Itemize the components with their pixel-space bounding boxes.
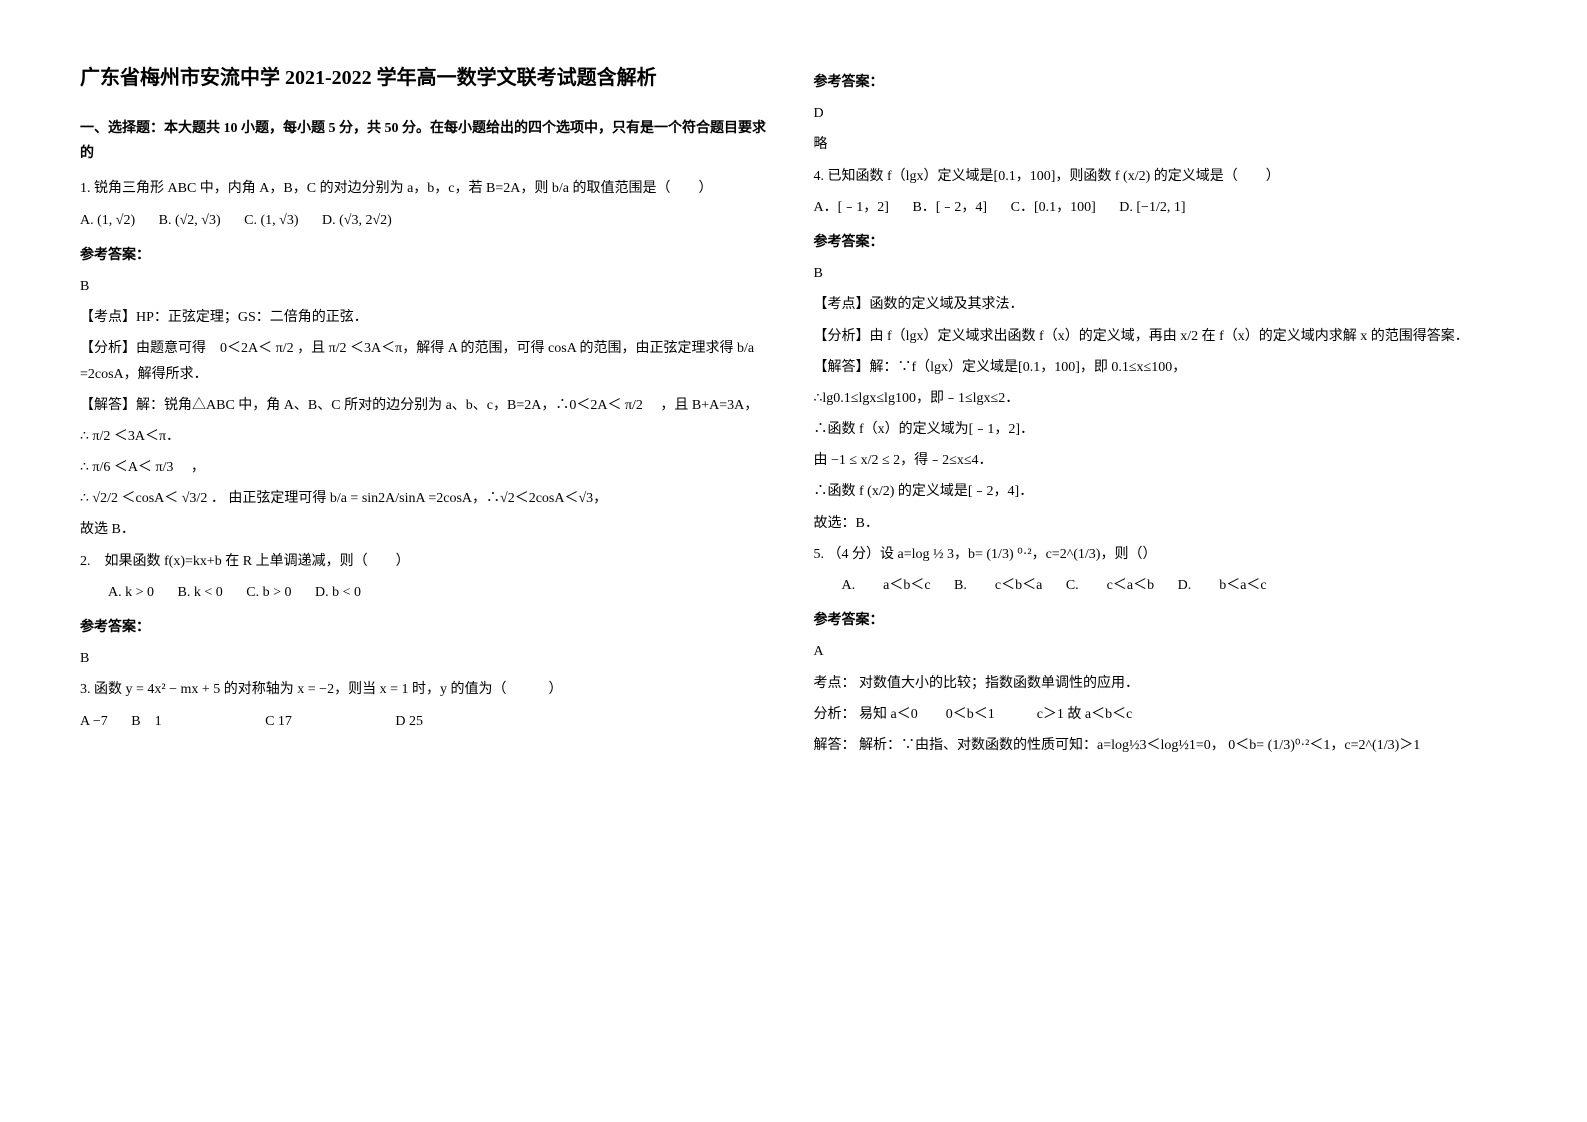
exam-title: 广东省梅州市安流中学 2021-2022 学年高一数学文联考试题含解析 bbox=[80, 60, 774, 96]
q1-opt-a: A. (1, √2) bbox=[80, 213, 135, 228]
q4-fx: 【分析】由 f（lgx）定义域求出函数 f（x）的定义域，再由 x/2 在 f（… bbox=[814, 324, 1508, 349]
q1-opt-d: D. (√3, 2√2) bbox=[322, 213, 392, 228]
q2-ans-label: 参考答案： bbox=[80, 615, 774, 640]
q1-kd: 【考点】HP：正弦定理；GS：二倍角的正弦． bbox=[80, 305, 774, 330]
q3-opt-b: B 1 bbox=[131, 714, 161, 729]
q5-fx: 分析： 易知 a＜0 0＜b＜1 c＞1 故 a＜b＜c bbox=[814, 702, 1508, 727]
q2-opt-d: D. b < 0 bbox=[315, 585, 361, 600]
q5-prompt: 5. （4 分）设 a=log ½ 3，b= (1/3) ⁰·²，c=2^(1/… bbox=[814, 542, 1508, 567]
q2-opt-c: C. b > 0 bbox=[246, 585, 291, 600]
q1-prompt: 1. 锐角三角形 ABC 中，内角 A，B，C 的对边分别为 a，b，c，若 B… bbox=[80, 176, 774, 201]
q3-opt-d: D 25 bbox=[395, 714, 423, 729]
q5-opt-a: A. a＜b＜c bbox=[842, 578, 931, 593]
q4-ans: B bbox=[814, 261, 1508, 286]
q3-opt-c: C 17 bbox=[265, 714, 292, 729]
q4-kd: 【考点】函数的定义域及其求法． bbox=[814, 292, 1508, 317]
q5-jd: 解答： 解析：∵由指、对数函数的性质可知：a=log½3＜log½1=0， 0＜… bbox=[814, 733, 1508, 758]
q4-jd3: ∴函数 f（x）的定义域为[﹣1，2]． bbox=[814, 417, 1508, 442]
q4-opt-c: C．[0.1，100] bbox=[1011, 200, 1096, 215]
q5-opt-d: D. b＜a＜c bbox=[1178, 578, 1267, 593]
q1-jd2: ∴ π/2 ＜3A＜π． bbox=[80, 424, 774, 449]
q3-options: A −7 B 1 C 17 D 25 bbox=[80, 709, 774, 734]
q2-opt-a: A. k > 0 bbox=[108, 585, 154, 600]
q1-ans: B bbox=[80, 274, 774, 299]
q4-opt-b: B．[﹣2，4] bbox=[912, 200, 987, 215]
left-column: 广东省梅州市安流中学 2021-2022 学年高一数学文联考试题含解析 一、选择… bbox=[80, 60, 774, 764]
q2-prompt: 2. 如果函数 f(x)=kx+b 在 R 上单调递减，则（ ） bbox=[80, 549, 774, 574]
q4-jd1: 【解答】解：∵f（lgx）定义域是[0.1，100]，即 0.1≤x≤100， bbox=[814, 355, 1508, 380]
q2-ans: B bbox=[80, 646, 774, 671]
q5-ans-label: 参考答案： bbox=[814, 608, 1508, 633]
section1-title: 一、选择题：本大题共 10 小题，每小题 5 分，共 50 分。在每小题给出的四… bbox=[80, 116, 774, 166]
q3-ans: D bbox=[814, 101, 1508, 126]
q4-jd2: ∴lg0.1≤lgx≤lg100，即﹣1≤lgx≤2． bbox=[814, 386, 1508, 411]
q4-jd6: 故选：B． bbox=[814, 511, 1508, 536]
q1-options: A. (1, √2) B. (√2, √3) C. (1, √3) D. (√3… bbox=[80, 208, 774, 233]
q3-ans-label: 参考答案： bbox=[814, 70, 1508, 95]
q1-jd3: ∴ π/6 ＜A＜ π/3 ， bbox=[80, 455, 774, 480]
q4-ans-label: 参考答案： bbox=[814, 230, 1508, 255]
q4-prompt: 4. 已知函数 f（lgx）定义域是[0.1，100]，则函数 f (x/2) … bbox=[814, 164, 1508, 189]
q1-opt-b: B. (√2, √3) bbox=[159, 213, 221, 228]
q1-fx: 【分析】由题意可得 0＜2A＜ π/2 ，且 π/2 ＜3A＜π，解得 A 的范… bbox=[80, 336, 774, 386]
q4-jd4: 由 −1 ≤ x/2 ≤ 2，得﹣2≤x≤4． bbox=[814, 448, 1508, 473]
q4-opt-d: D. [−1/2, 1] bbox=[1119, 200, 1185, 215]
q2-options: A. k > 0 B. k < 0 C. b > 0 D. b < 0 bbox=[80, 580, 774, 605]
q5-ans: A bbox=[814, 639, 1508, 664]
q1-opt-c: C. (1, √3) bbox=[244, 213, 298, 228]
q1-jd4: ∴ √2/2 ＜cosA＜ √3/2 ． 由正弦定理可得 b/a = sin2A… bbox=[80, 486, 774, 511]
right-column: 参考答案： D 略 4. 已知函数 f（lgx）定义域是[0.1，100]，则函… bbox=[814, 60, 1508, 764]
q1-jd5: 故选 B． bbox=[80, 517, 774, 542]
q5-options: A. a＜b＜c B. c＜b＜a C. c＜a＜b D. b＜a＜c bbox=[814, 573, 1508, 598]
q1-ans-label: 参考答案： bbox=[80, 243, 774, 268]
q4-jd5: ∴函数 f (x/2) 的定义域是[﹣2，4]． bbox=[814, 479, 1508, 504]
q5-opt-c: C. c＜a＜b bbox=[1066, 578, 1154, 593]
q5-kd: 考点： 对数值大小的比较；指数函数单调性的应用． bbox=[814, 671, 1508, 696]
q4-options: A．[﹣1，2] B．[﹣2，4] C．[0.1，100] D. [−1/2, … bbox=[814, 195, 1508, 220]
q2-opt-b: B. k < 0 bbox=[178, 585, 223, 600]
q1-jd1: 【解答】解：锐角△ABC 中，角 A、B、C 所对的边分别为 a、b、c，B=2… bbox=[80, 393, 774, 418]
q3-prompt: 3. 函数 y = 4x² − mx + 5 的对称轴为 x = −2，则当 x… bbox=[80, 677, 774, 702]
q3-opt-a: A −7 bbox=[80, 714, 108, 729]
q3-lue: 略 bbox=[814, 132, 1508, 157]
q4-opt-a: A．[﹣1，2] bbox=[814, 200, 889, 215]
q5-opt-b: B. c＜b＜a bbox=[954, 578, 1042, 593]
